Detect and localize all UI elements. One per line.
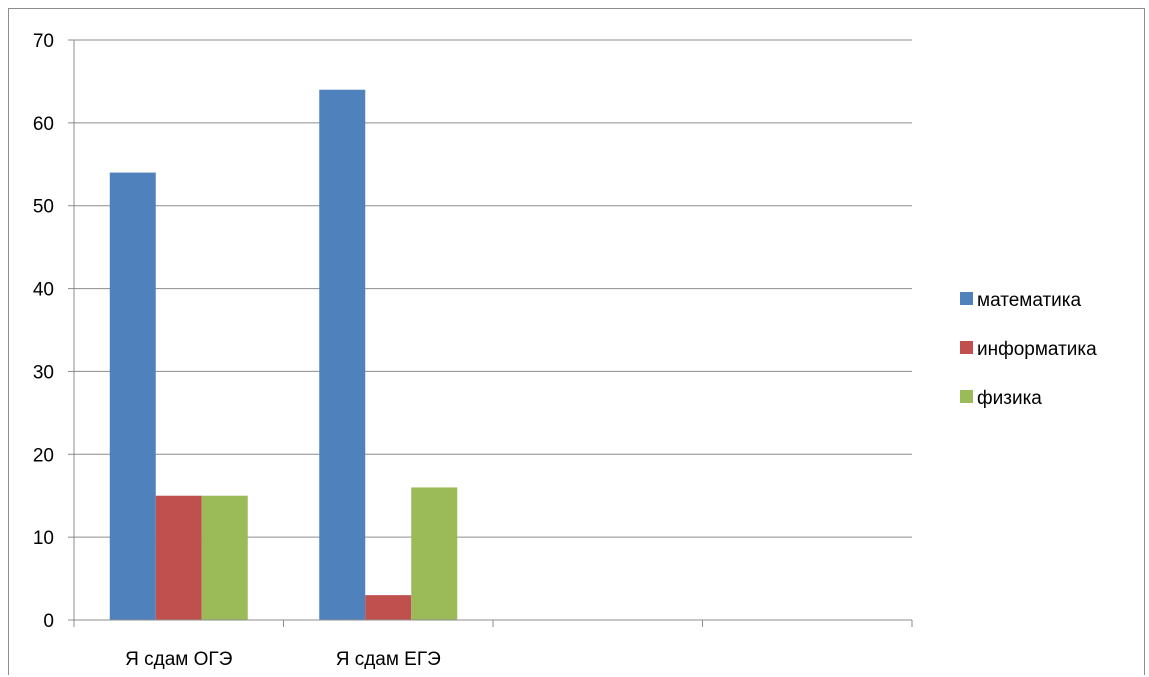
bar-физика	[201, 495, 248, 620]
gridlines	[74, 39, 912, 538]
x-tick-label: Я сдам ЕГЭ	[336, 649, 441, 670]
y-tick-label: 10	[33, 528, 54, 549]
y-tick-label: 20	[33, 445, 54, 466]
legend-swatch	[960, 390, 973, 403]
axes	[68, 39, 913, 627]
bar-информатика	[155, 495, 202, 620]
bars	[109, 89, 458, 621]
bar-математика	[319, 89, 366, 620]
legend-swatch	[960, 341, 973, 354]
bar-физика	[411, 487, 458, 620]
y-tick-label: 0	[43, 611, 54, 632]
y-axis-tick-labels: 0 10 20 30 40 50 60 70	[33, 31, 54, 632]
y-tick-label: 40	[33, 280, 54, 301]
legend-label: информатика	[977, 339, 1097, 360]
y-tick-label: 70	[33, 31, 54, 52]
y-tick-label: 60	[33, 114, 54, 135]
y-tick-label: 50	[33, 197, 54, 218]
legend-label: физика	[977, 388, 1042, 409]
x-axis-tick-labels: Я сдам ОГЭ Я сдам ЕГЭ	[125, 649, 441, 670]
bar-информатика	[365, 595, 412, 620]
y-tick-label: 30	[33, 362, 54, 383]
x-tick-label: Я сдам ОГЭ	[125, 649, 232, 670]
legend: математика информатика физика	[960, 290, 1097, 409]
legend-label: математика	[977, 290, 1082, 311]
legend-swatch	[960, 292, 973, 305]
bar-математика	[109, 172, 156, 621]
